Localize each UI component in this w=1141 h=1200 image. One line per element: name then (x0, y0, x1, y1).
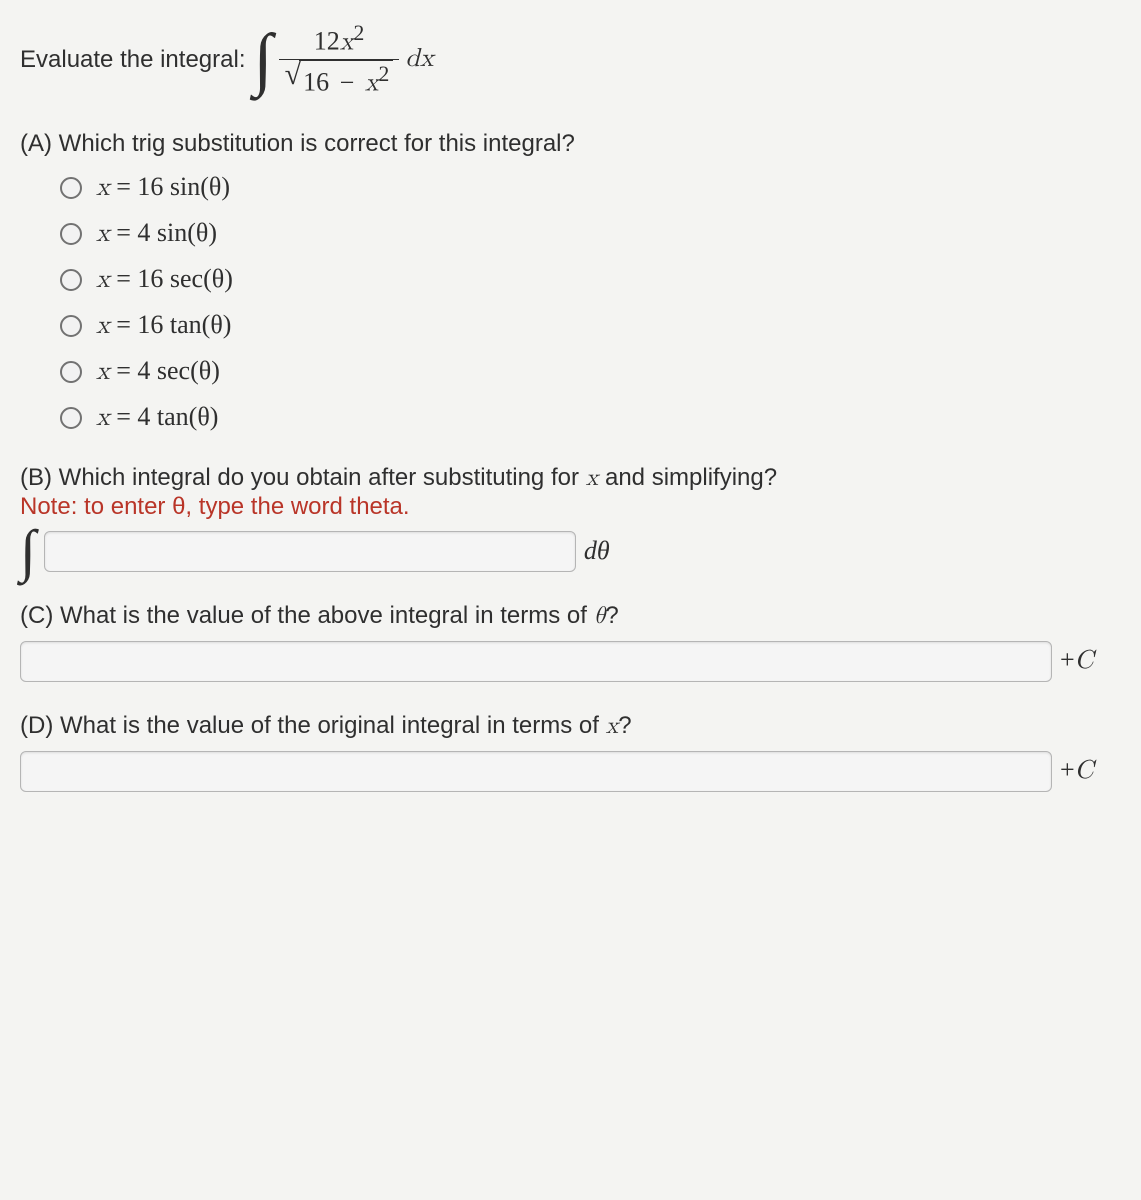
den-a: 16 (303, 68, 329, 97)
radio-option-2[interactable]: x = 16 sec(θ) (60, 264, 1121, 296)
part-d-suffix: +C (1060, 755, 1093, 787)
den-var: x (365, 71, 379, 97)
part-d-label-main: (D) What is the value of the original in… (20, 712, 606, 739)
part-d-label-var: x (606, 714, 619, 738)
part-d-label-tail: ? (618, 712, 631, 739)
part-d: (D) What is the value of the original in… (20, 712, 1121, 792)
part-b-suffix: dθ (584, 536, 610, 566)
part-c-input[interactable] (20, 641, 1052, 682)
num-coef: 12 (314, 27, 340, 56)
part-b: (B) Which integral do you obtain after s… (20, 464, 1121, 572)
part-d-input[interactable] (20, 751, 1052, 792)
part-b-input[interactable] (44, 531, 576, 572)
part-a-label: (A) Which trig substitution is correct f… (20, 130, 1121, 158)
part-c-label-var: θ (594, 604, 606, 628)
part-a-options: x = 16 sin(θ) x = 4 sin(θ) x = 16 sec(θ) x … (60, 172, 1121, 434)
radio-circle[interactable] (60, 177, 82, 199)
numerator: 12x2 (308, 20, 371, 59)
part-c-input-row: +C (20, 641, 1121, 682)
den-exp: 2 (379, 62, 390, 86)
part-b-label: (B) Which integral do you obtain after s… (20, 464, 1121, 493)
integral-expression: ∫ 12x2 √ 16 − x2 dx (253, 20, 433, 100)
radio-label: x = 16 sin(θ) (96, 172, 230, 204)
sqrt: √ 16 − x2 (285, 60, 394, 100)
den-op: − (340, 68, 355, 97)
part-b-input-row: ∫ dθ (20, 531, 1121, 572)
part-c-suffix: +C (1060, 645, 1093, 677)
part-c-label-tail: ? (605, 602, 618, 629)
part-c: (C) What is the value of the above integ… (20, 602, 1121, 682)
part-b-label-main: (B) Which integral do you obtain after s… (20, 464, 586, 491)
radio-option-0[interactable]: x = 16 sin(θ) (60, 172, 1121, 204)
radio-option-1[interactable]: x = 4 sin(θ) (60, 218, 1121, 250)
prompt-label: Evaluate the integral: (20, 46, 245, 74)
part-b-note: Note: to enter θ, type the word theta. (20, 493, 1121, 521)
radio-label: x = 4 tan(θ) (96, 402, 218, 434)
radio-circle[interactable] (60, 315, 82, 337)
part-b-label-tail: and simplifying? (598, 464, 777, 491)
radio-circle[interactable] (60, 269, 82, 291)
sqrt-body: 16 − x2 (299, 60, 393, 100)
part-d-label: (D) What is the value of the original in… (20, 712, 1121, 741)
part-a: (A) Which trig substitution is correct f… (20, 130, 1121, 434)
part-b-label-var: x (586, 466, 599, 490)
radio-label: x = 4 sec(θ) (96, 356, 220, 388)
part-c-label-main: (C) What is the value of the above integ… (20, 602, 594, 629)
part-c-label: (C) What is the value of the above integ… (20, 602, 1121, 631)
num-exp: 2 (353, 21, 364, 45)
dx: dx (405, 44, 433, 75)
radio-circle[interactable] (60, 361, 82, 383)
radio-option-3[interactable]: x = 16 tan(θ) (60, 310, 1121, 342)
radio-label: x = 4 sin(θ) (96, 218, 217, 250)
part-d-input-row: +C (20, 751, 1121, 792)
radio-option-5[interactable]: x = 4 tan(θ) (60, 402, 1121, 434)
denominator: √ 16 − x2 (279, 59, 400, 100)
num-var: x (340, 30, 354, 56)
radio-label: x = 16 sec(θ) (96, 264, 233, 296)
fraction: 12x2 √ 16 − x2 (279, 20, 400, 100)
radio-circle[interactable] (60, 223, 82, 245)
radio-label: x = 16 tan(θ) (96, 310, 231, 342)
radio-circle[interactable] (60, 407, 82, 429)
radio-option-4[interactable]: x = 4 sec(θ) (60, 356, 1121, 388)
prompt: Evaluate the integral: ∫ 12x2 √ 16 − x2 … (20, 20, 1121, 100)
